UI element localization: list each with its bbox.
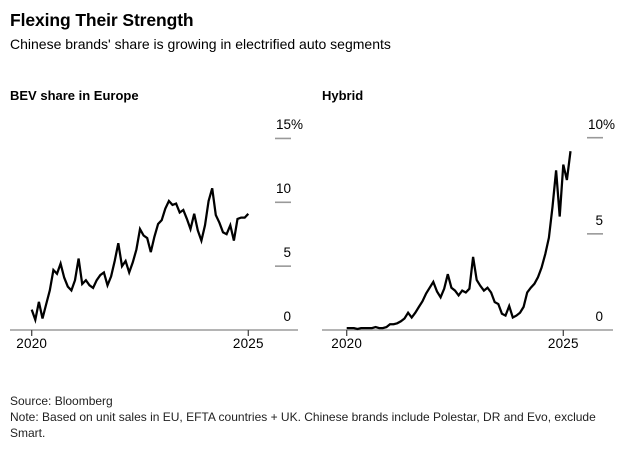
y-axis-label-value: 10 [275,181,291,197]
bev-line-chart [10,137,298,336]
y-axis-label: 10% [577,116,616,132]
x-axis-label: 2025 [547,336,579,351]
hybrid-chart-title: Hybrid [322,88,364,103]
source-note: Source: Bloomberg [10,394,113,408]
y-axis-label-value: 5 [595,212,603,228]
methodology-note: Note: Based on unit sales in EU, EFTA co… [10,410,596,440]
series-line [30,187,250,325]
page-subtitle: Chinese brands' share is growing in elec… [10,36,391,52]
y-axis-label: 15% [265,118,303,132]
percent-sign: % [603,116,616,132]
y-axis-label-value: 0 [595,309,603,324]
y-axis-label-value: 10 [587,116,603,132]
y-axis-label: 5 [577,212,603,228]
bev-chart-panel: BEV share in Europe 0 5 10 15% 2020 2025 [10,86,318,358]
y-axis-label: 0 [577,310,603,324]
x-axis-label: 2020 [16,336,48,351]
bev-chart-title: BEV share in Europe [10,88,139,103]
y-axis-label-value: 0 [283,309,291,324]
hybrid-line-chart [322,136,613,336]
y-axis-label: 5 [265,246,291,260]
y-axis-label-value: 15 [275,117,291,133]
y-axis-label: 10 [265,182,291,196]
hybrid-chart-panel: Hybrid 0 5 10% 2020 2025 [322,86,622,358]
series-line [346,151,572,331]
x-axis-label: 2020 [331,336,363,351]
x-axis-label: 2025 [232,336,264,351]
y-axis-label-value: 5 [283,245,291,261]
chart-footer: Source: Bloomberg Note: Based on unit sa… [10,394,612,441]
y-axis-label: 0 [265,310,291,324]
percent-sign: % [291,117,304,133]
page-title: Flexing Their Strength [10,10,194,30]
